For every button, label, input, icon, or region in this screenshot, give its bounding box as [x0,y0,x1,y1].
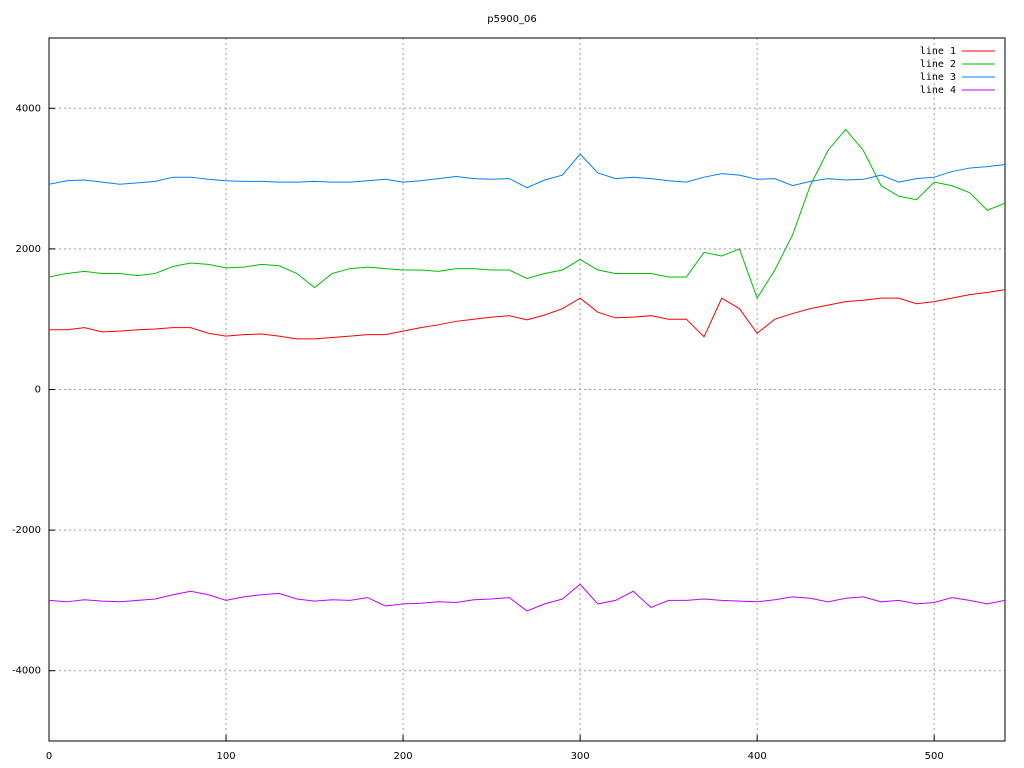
x-tick-label: 200 [394,751,413,762]
x-tick-label: 400 [748,751,767,762]
legend-label: line 2 [920,59,956,70]
x-tick-label: 100 [216,751,235,762]
chart-title: p5900_06 [487,14,537,25]
plot-border [48,37,1006,742]
series-line [49,289,1006,340]
legend-label: line 3 [920,72,956,83]
y-tick-label: -4000 [12,666,41,677]
legend: line 1 line 2 line 3 line 4 [920,46,995,96]
legend-label: line 1 [920,46,956,57]
y-tick-label: -2000 [12,525,41,536]
series-line [48,583,1006,612]
x-tick-label: 500 [925,751,944,762]
y-tick-label: 2000 [16,244,41,255]
series-line [48,128,1006,300]
legend-label: line 4 [920,85,956,96]
y-tick-label: 4000 [16,103,41,114]
y-tick-label: 0 [35,385,41,396]
x-tick-label: 0 [46,751,52,762]
x-tick-label: 300 [571,751,590,762]
series-line [48,153,1006,189]
